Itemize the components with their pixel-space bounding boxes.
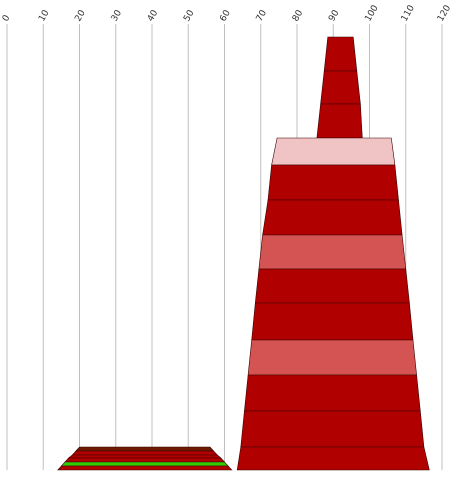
x-tick-label-20: 20 bbox=[73, 8, 88, 23]
x-tick-label-70: 70 bbox=[255, 8, 270, 23]
shape-1 bbox=[236, 36, 430, 471]
shape-1-band-8 bbox=[254, 268, 410, 304]
shape-2-band-3 bbox=[67, 454, 222, 459]
tick-layer: 0 10 20 30 40 50 60 70 80 90 100 110 120 bbox=[1, 3, 452, 23]
x-tick-label-60: 60 bbox=[218, 8, 233, 23]
x-tick-label-30: 30 bbox=[110, 8, 125, 23]
shape-1-band-2 bbox=[320, 70, 361, 105]
x-tick-label-40: 40 bbox=[146, 8, 161, 23]
shape-2 bbox=[57, 446, 233, 471]
shape-1-band-13 bbox=[236, 446, 430, 471]
shape-1-band-6 bbox=[262, 199, 403, 236]
shape-2-band-1 bbox=[75, 446, 215, 452]
shape-1-band-12 bbox=[240, 410, 425, 448]
x-tick-label-80: 80 bbox=[291, 8, 306, 23]
shape-1-band-11 bbox=[244, 374, 421, 412]
x-tick-label-120: 120 bbox=[436, 3, 452, 23]
shape-1-band-10 bbox=[247, 339, 417, 376]
x-tick-label-0: 0 bbox=[1, 13, 13, 23]
x-tick-label-50: 50 bbox=[182, 8, 197, 23]
shape-1-band-3 bbox=[316, 103, 363, 139]
shape-2-band-2 bbox=[71, 450, 218, 456]
x-tick-label-100: 100 bbox=[363, 3, 380, 23]
shape-2-band-4 bbox=[64, 457, 226, 463]
x-tick-label-10: 10 bbox=[37, 8, 52, 23]
shape-1-band-9 bbox=[251, 302, 414, 341]
shape-1-band-4 bbox=[271, 137, 396, 166]
shape-1-band-5 bbox=[267, 164, 399, 201]
x-tick-label-90: 90 bbox=[327, 8, 342, 23]
shape-1-band-7 bbox=[258, 234, 407, 270]
shape-2-band-5 bbox=[60, 461, 229, 467]
shape-2-band-6 bbox=[57, 465, 233, 471]
x-tick-label-110: 110 bbox=[400, 3, 417, 23]
shape-1-band-1 bbox=[323, 36, 358, 72]
band-layer bbox=[57, 36, 430, 471]
